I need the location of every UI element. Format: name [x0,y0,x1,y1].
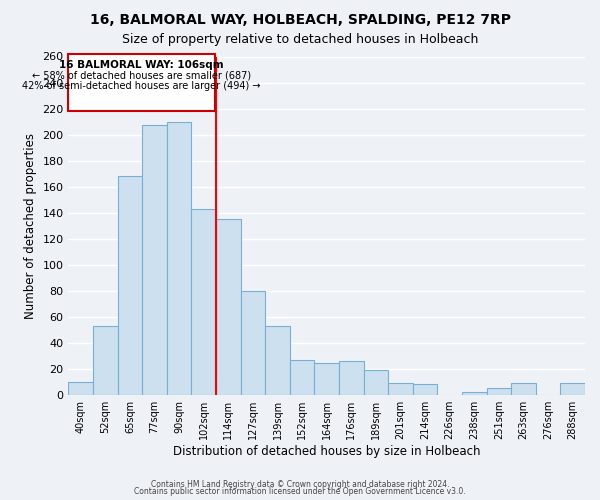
Bar [167,122,191,394]
X-axis label: Distribution of detached houses by size in Holbeach: Distribution of detached houses by size … [173,444,481,458]
Bar [413,384,437,394]
Bar [462,392,487,394]
Text: Size of property relative to detached houses in Holbeach: Size of property relative to detached ho… [122,32,478,46]
Bar [314,364,339,394]
Bar [511,383,536,394]
Bar [290,360,314,394]
Bar [241,290,265,395]
Text: Contains public sector information licensed under the Open Government Licence v3: Contains public sector information licen… [134,487,466,496]
Bar [560,383,585,394]
Text: 16, BALMORAL WAY, HOLBEACH, SPALDING, PE12 7RP: 16, BALMORAL WAY, HOLBEACH, SPALDING, PE… [89,12,511,26]
Text: ← 58% of detached houses are smaller (687): ← 58% of detached houses are smaller (68… [32,71,251,81]
Bar [265,326,290,394]
Y-axis label: Number of detached properties: Number of detached properties [24,132,37,318]
Text: 42% of semi-detached houses are larger (494) →: 42% of semi-detached houses are larger (… [22,81,261,91]
Bar [93,326,118,394]
Bar [364,370,388,394]
Bar [339,361,364,394]
Bar [68,382,93,394]
FancyBboxPatch shape [68,54,215,111]
Bar [216,219,241,394]
Bar [142,126,167,394]
Bar [487,388,511,394]
Bar [191,208,216,394]
Bar [118,176,142,394]
Bar [388,383,413,394]
Text: Contains HM Land Registry data © Crown copyright and database right 2024.: Contains HM Land Registry data © Crown c… [151,480,449,489]
Text: 16 BALMORAL WAY: 106sqm: 16 BALMORAL WAY: 106sqm [59,60,224,70]
